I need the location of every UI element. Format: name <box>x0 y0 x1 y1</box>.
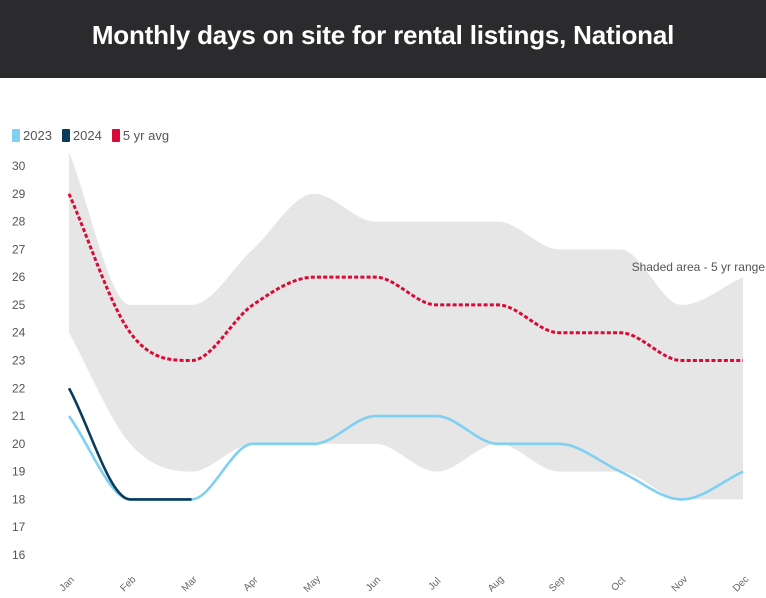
legend-item-2023: 2023 <box>12 128 52 143</box>
y-tick-label: 26 <box>12 270 26 284</box>
legend-swatch-2024 <box>61 129 70 142</box>
y-tick-label: 19 <box>12 465 26 479</box>
x-tick-label: Sep <box>547 574 568 595</box>
legend-item-2024: 2024 <box>61 128 102 143</box>
chart-title: Monthly days on site for rental listings… <box>91 19 675 50</box>
chart-header: Monthly days on site for rental listings… <box>0 0 766 78</box>
legend-label-2024: 2024 <box>72 128 102 143</box>
y-tick-label: 17 <box>12 520 26 534</box>
legend-label-2023: 2023 <box>23 128 52 143</box>
y-tick-label: 18 <box>12 492 26 506</box>
chart-legend: 2023 2024 5 yr avg <box>12 128 179 143</box>
x-tick-label: Dec <box>731 574 751 594</box>
legend-swatch-5yr-avg <box>111 129 120 142</box>
y-tick-label: 25 <box>12 298 26 312</box>
y-tick-label: 21 <box>12 409 26 423</box>
x-tick-label: Apr <box>242 574 261 593</box>
x-tick-label: Jan <box>58 575 77 594</box>
y-tick-label: 16 <box>12 548 26 562</box>
x-tick-label: May <box>302 574 323 595</box>
legend-item-5yr-avg: 5 yr avg <box>111 128 170 143</box>
y-tick-label: 29 <box>12 187 26 201</box>
x-tick-label: Feb <box>119 574 139 594</box>
y-tick-label: 28 <box>12 215 26 229</box>
series-line-2024 <box>67 387 192 501</box>
y-tick-label: 30 <box>12 159 26 173</box>
range-annotation: Shaded area - 5 yr range <box>632 260 766 274</box>
x-tick-label: Jun <box>364 575 383 594</box>
y-tick-label: 23 <box>12 354 26 368</box>
x-tick-label: Jul <box>426 576 443 593</box>
x-tick-label: Nov <box>670 574 690 594</box>
y-tick-label: 24 <box>12 326 26 340</box>
y-tick-label: 20 <box>12 437 26 451</box>
series-line-5-yr-avg <box>67 193 743 362</box>
legend-swatch-2023 <box>12 129 20 142</box>
x-tick-label: Mar <box>180 574 200 594</box>
y-tick-label: 22 <box>12 381 26 395</box>
x-tick-label: Aug <box>486 574 506 594</box>
range-band <box>69 152 743 500</box>
y-tick-label: 27 <box>12 242 26 256</box>
x-tick-label: Oct <box>609 575 628 594</box>
legend-label-5yr-avg: 5 yr avg <box>122 128 170 143</box>
